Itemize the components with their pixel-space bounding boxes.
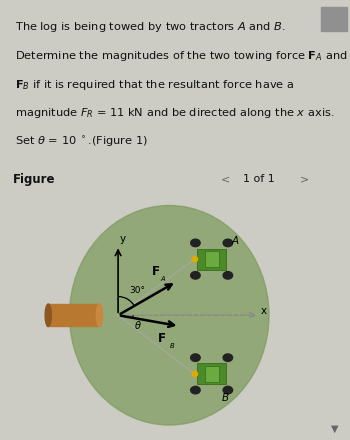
Ellipse shape [223, 239, 233, 247]
Ellipse shape [223, 271, 233, 279]
Text: $\theta$: $\theta$ [134, 319, 142, 331]
Text: Figure: Figure [13, 172, 56, 186]
Text: 30°: 30° [129, 286, 145, 295]
Text: magnitude $F_R$ = 11 kN and be directed along the $x$ axis.: magnitude $F_R$ = 11 kN and be directed … [15, 106, 334, 121]
Text: $\mathbf{F}_B$ if it is required that the resultant force have a: $\mathbf{F}_B$ if it is required that th… [15, 77, 294, 92]
Text: >: > [299, 174, 309, 184]
Text: <: < [220, 174, 230, 184]
Text: ▼: ▼ [330, 423, 338, 433]
Ellipse shape [192, 257, 197, 262]
Ellipse shape [69, 205, 269, 425]
Text: Determine the magnitudes of the two towing force $\mathbf{F}_A$ and: Determine the magnitudes of the two towi… [15, 49, 348, 62]
Text: A: A [232, 236, 239, 246]
Text: $\mathbf{F}$: $\mathbf{F}$ [157, 332, 166, 345]
Bar [205, 251, 218, 267]
Text: $\mathbf{F}$: $\mathbf{F}$ [152, 265, 161, 279]
Text: The log is being towed by two tractors $A$ and $B$.: The log is being towed by two tractors $… [15, 20, 286, 34]
Text: 1 of 1: 1 of 1 [244, 174, 275, 184]
Text: B: B [222, 393, 229, 403]
Bar [47, 304, 99, 326]
Ellipse shape [191, 386, 200, 394]
Ellipse shape [223, 386, 233, 394]
Ellipse shape [191, 354, 200, 361]
Text: ▲: ▲ [330, 7, 338, 17]
Text: $_B$: $_B$ [169, 341, 175, 351]
Ellipse shape [96, 304, 103, 326]
Bar [197, 363, 226, 385]
Text: x: x [260, 306, 266, 316]
Text: Set $\theta$ = 10 $^\circ$.(Figure 1): Set $\theta$ = 10 $^\circ$.(Figure 1) [15, 135, 148, 150]
Ellipse shape [192, 371, 197, 377]
Bar [197, 249, 226, 270]
Text: $_A$: $_A$ [160, 274, 167, 284]
Bar [205, 366, 218, 382]
Ellipse shape [191, 239, 200, 247]
Bar [321, 7, 348, 31]
Ellipse shape [191, 271, 200, 279]
Ellipse shape [45, 304, 51, 326]
Text: y: y [120, 234, 126, 244]
Ellipse shape [223, 354, 233, 361]
